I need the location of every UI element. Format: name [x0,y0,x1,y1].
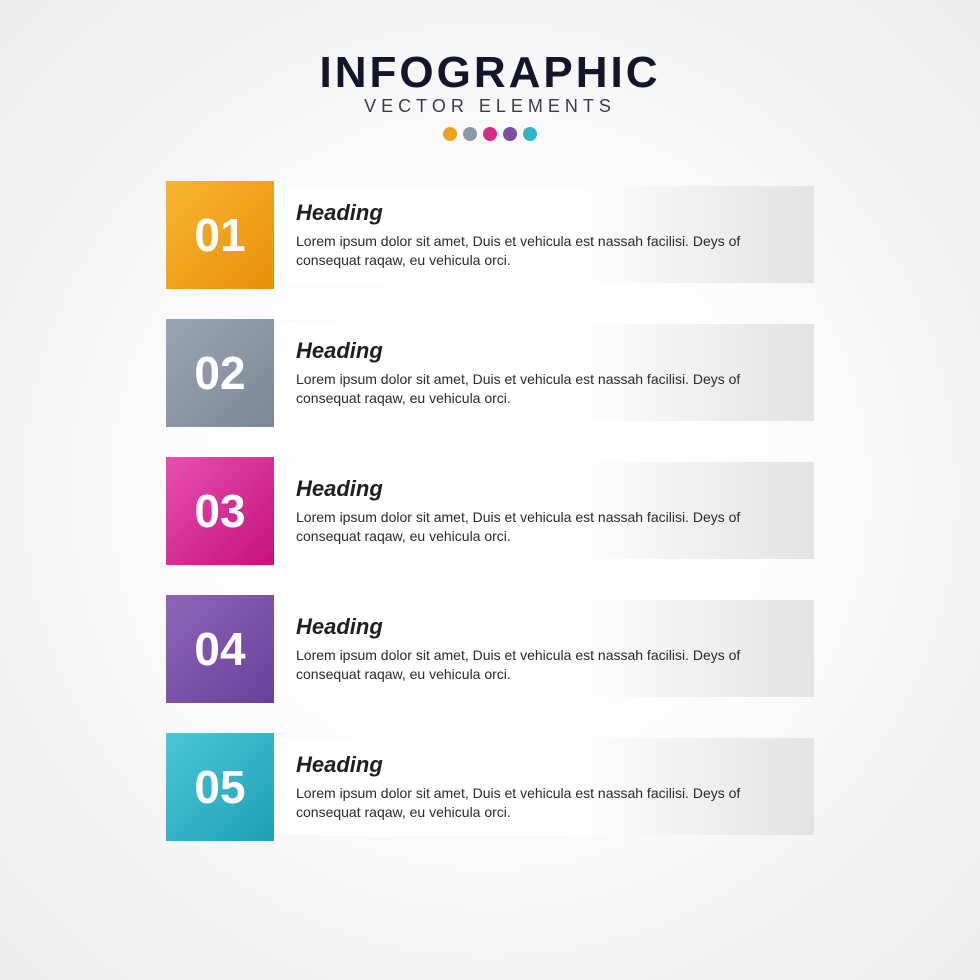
list-item: 04 Heading Lorem ipsum dolor sit amet, D… [166,595,814,703]
number-box-03: 03 [166,457,274,565]
item-body: Lorem ipsum dolor sit amet, Duis et vehi… [296,232,794,270]
number-label: 04 [194,622,245,676]
dot-5 [523,127,537,141]
item-body: Lorem ipsum dolor sit amet, Duis et vehi… [296,370,794,408]
content-box: Heading Lorem ipsum dolor sit amet, Duis… [274,186,814,283]
dot-3 [483,127,497,141]
list-item: 03 Heading Lorem ipsum dolor sit amet, D… [166,457,814,565]
number-label: 05 [194,760,245,814]
item-heading: Heading [296,752,794,778]
color-dots [320,127,661,141]
number-box-02: 02 [166,319,274,427]
item-heading: Heading [296,200,794,226]
content-box: Heading Lorem ipsum dolor sit amet, Duis… [274,600,814,697]
header: INFOGRAPHIC VECTOR ELEMENTS [320,48,661,141]
dot-4 [503,127,517,141]
page-subtitle: VECTOR ELEMENTS [320,96,661,117]
dot-2 [463,127,477,141]
number-label: 02 [194,346,245,400]
list-item: 05 Heading Lorem ipsum dolor sit amet, D… [166,733,814,841]
item-heading: Heading [296,338,794,364]
content-box: Heading Lorem ipsum dolor sit amet, Duis… [274,324,814,421]
dot-1 [443,127,457,141]
item-body: Lorem ipsum dolor sit amet, Duis et vehi… [296,646,794,684]
number-box-04: 04 [166,595,274,703]
list-item: 01 Heading Lorem ipsum dolor sit amet, D… [166,181,814,289]
page-title: INFOGRAPHIC [320,48,661,98]
infographic-list: 01 Heading Lorem ipsum dolor sit amet, D… [166,181,814,841]
number-box-05: 05 [166,733,274,841]
content-box: Heading Lorem ipsum dolor sit amet, Duis… [274,462,814,559]
content-box: Heading Lorem ipsum dolor sit amet, Duis… [274,738,814,835]
item-body: Lorem ipsum dolor sit amet, Duis et vehi… [296,508,794,546]
item-body: Lorem ipsum dolor sit amet, Duis et vehi… [296,784,794,822]
number-label: 01 [194,208,245,262]
number-box-01: 01 [166,181,274,289]
list-item: 02 Heading Lorem ipsum dolor sit amet, D… [166,319,814,427]
item-heading: Heading [296,476,794,502]
number-label: 03 [194,484,245,538]
item-heading: Heading [296,614,794,640]
